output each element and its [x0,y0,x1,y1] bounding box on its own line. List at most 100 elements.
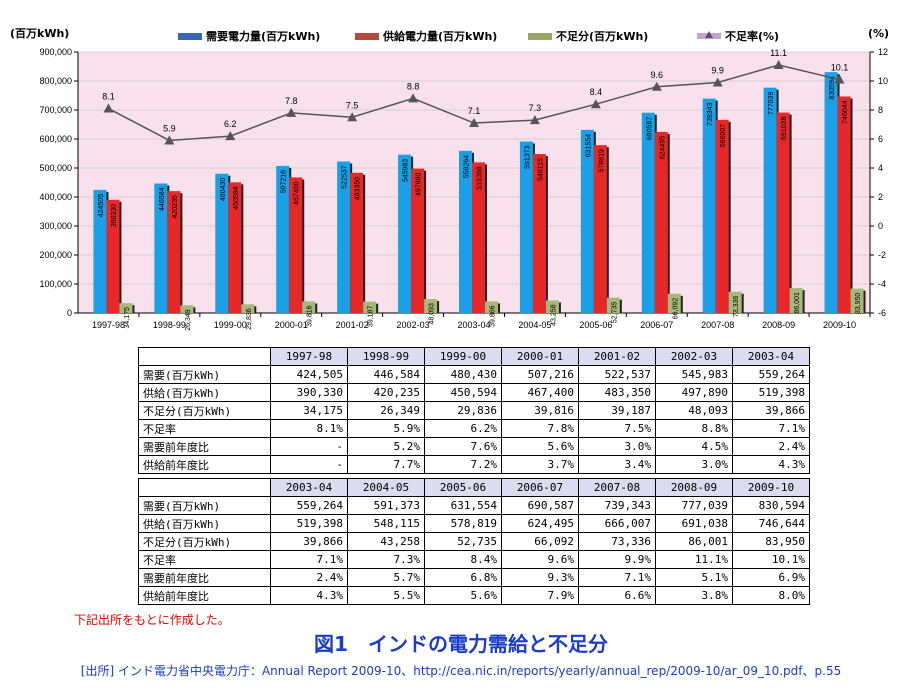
table2-cell: 43,258 [347,532,425,551]
bar-demand [93,189,107,313]
bar-demand [519,141,533,313]
table1-cell: 420,235 [347,383,425,402]
bar-shortage [545,300,559,313]
table1-cell: 7.7% [347,455,425,474]
table2-cell: 7.1% [270,550,348,569]
table2-cell: 6.9% [732,568,810,587]
y-right-tick-label: 2 [878,192,883,202]
table1-cell: 7.5% [578,419,656,438]
table1-header-row: 1997-98 1998-99 1999-00 2000-01 2001-02 2002-… [138,347,810,366]
shortage-rate-data-label: 10.1 [831,63,849,73]
data-table-2: 2003-04 2004-05 2005-06 2006-07 2007-08 2008-… [138,478,810,605]
bar-supply [776,112,790,313]
table1-cell: 424,505 [270,365,348,384]
bar-data-label: 86,001 [794,292,801,314]
shortage-rate-data-label: 7.5 [346,100,359,110]
shortage-rate-data-label: 8.8 [407,81,420,91]
shortage-rate-marker [590,99,601,109]
bar-data-label: 390330 [111,204,118,227]
table1-corner-cell [138,347,271,366]
table1-cell: 39,816 [501,401,579,420]
table2-cell: 9.6% [501,550,579,569]
table1-row: 需要前年度比 -5.2% 7.6% 5.6% 3.0% 4.5% 2.4% [138,437,810,456]
bar-demand [641,112,655,313]
y-right-unit-label: (%) [868,27,889,40]
y-left-tick-label: 100,000 [39,279,72,289]
y-left-tick-label: 700,000 [39,105,72,115]
table1-cell: 4.3% [732,455,810,474]
table2-cell: 8.0% [732,586,810,605]
table1-cell: - [270,455,348,474]
table2-cell: 9.3% [501,568,579,587]
x-tick-label: 2002-03 [397,320,430,330]
bar-data-label: 29,836 [246,308,253,330]
table2-cell: 559,264 [270,496,348,515]
table2-year-header: 2005-06 [424,478,502,497]
bar-data-label: 522537 [342,165,349,188]
y-left-tick-label: 600,000 [39,134,72,144]
legend-label: 供給電力量(百万kWh) [382,29,497,43]
shortage-rate-data-label: 8.1 [102,92,115,102]
legend-label: 需要電力量(百万kWh) [206,29,320,43]
bar-data-label: 777039 [768,92,775,115]
table1-cell: 3.0% [655,455,733,474]
table2-year-header: 2003-04 [270,478,348,497]
bar-data-label: 467400 [294,181,301,204]
table2-cell: 691,038 [655,514,733,533]
table1-row-label: 需要(百万kWh) [138,365,271,384]
table1-cell: 6.2% [424,419,502,438]
x-tick-label: 1999-00 [214,320,247,330]
y-right-tick-label: 6 [878,134,883,144]
table1-cell: 467,400 [501,383,579,402]
bar-shortage [363,301,377,313]
bar-demand [276,165,290,313]
table2-row: 不足率 7.1% 7.3% 8.4% 9.6% 9.9% 11.1% 10.1% [138,550,810,569]
bar-data-label: 39,816 [307,305,314,327]
bar-shortage [728,291,742,313]
bar-data-label: 548115 [537,158,544,181]
bar-demand [398,154,412,313]
table2-row-label: 不足率 [138,550,271,569]
table1-cell: 446,584 [347,365,425,384]
legend-label: 不足分(百万kWh) [556,29,648,43]
table1-row-label: 需要前年度比 [138,437,271,456]
table1-cell: 450,594 [424,383,502,402]
table2-row-label: 需要(百万kWh) [138,496,271,515]
table2-cell: 5.6% [424,586,502,605]
table2-cell: 624,495 [501,514,579,533]
bar-shortage [667,293,681,313]
table2-cell: 666,007 [578,514,656,533]
table2-header-row: 2003-04 2004-05 2005-06 2006-07 2007-08 2008-… [138,478,810,497]
bar-data-label: 26,349 [185,309,192,331]
table2-cell: 777,039 [655,496,733,515]
creation-note: 下記出所をもとに作成した。 [74,613,230,627]
bar-data-label: 519398 [477,166,484,189]
table2-cell: 73,336 [578,532,656,551]
table2-cell: 66,092 [501,532,579,551]
bar-supply [715,119,729,313]
bar-data-label: 52,735 [611,302,618,324]
y-left-tick-label: 200,000 [39,250,72,260]
table2-cell: 11.1% [655,550,733,569]
table2-cell: 10.1% [732,550,810,569]
table1-cell: 390,330 [270,383,348,402]
bar-data-label: 424505 [98,194,105,217]
table1-row: 需要(百万kWh) 424,505 446,584 480,430 507,216 522… [138,365,810,384]
table2-cell: 746,644 [732,514,810,533]
shortage-rate-data-label: 9.6 [651,70,664,80]
bar-data-label: 507216 [281,170,288,193]
shortage-rate-marker [103,103,114,113]
shortage-rate-data-label: 5.9 [163,123,176,133]
table2-cell: 7.3% [347,550,425,569]
bar-supply [411,168,425,313]
table1-cell: 5.6% [501,437,579,456]
bar-data-label: 73,336 [733,296,740,318]
legend-swatch [178,33,202,40]
table1-cell: 39,187 [578,401,656,420]
bar-demand [459,150,472,313]
table1-cell: 26,349 [347,401,425,420]
table2-cell: 4.3% [270,586,348,605]
shortage-rate-marker [225,131,236,141]
table1-cell: 5.9% [347,419,425,438]
y-left-tick-label: 900,000 [39,47,72,57]
